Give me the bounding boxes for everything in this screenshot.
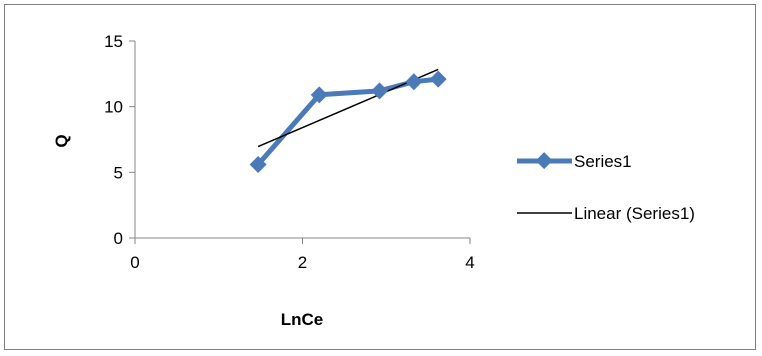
legend-series1-marker bbox=[535, 152, 553, 170]
x-tick-label: 2 bbox=[298, 253, 307, 272]
y-tick-label: 5 bbox=[114, 163, 123, 182]
x-tick-label: 0 bbox=[130, 253, 139, 272]
y-tick-label: 15 bbox=[104, 32, 123, 51]
chart-area bbox=[4, 4, 756, 350]
legend-series1-label: Series1 bbox=[574, 152, 632, 171]
series1-point bbox=[429, 70, 447, 88]
series1-point bbox=[371, 82, 389, 100]
x-tick-label: 4 bbox=[465, 253, 474, 272]
legend-trendline-label: Linear (Series1) bbox=[574, 204, 695, 223]
legend: Series1 Linear (Series1) bbox=[517, 152, 695, 223]
x-axis-title: LnCe bbox=[281, 310, 324, 329]
y-axis-title: Q bbox=[52, 134, 71, 147]
series1-line bbox=[255, 76, 441, 167]
plot-area: 0 5 10 15 0 2 4 bbox=[104, 32, 475, 272]
series1-point bbox=[405, 73, 423, 91]
y-tick-label: 10 bbox=[104, 98, 123, 117]
series1-point bbox=[249, 155, 267, 173]
series1-point bbox=[310, 86, 328, 104]
y-tick-label: 0 bbox=[114, 229, 123, 248]
